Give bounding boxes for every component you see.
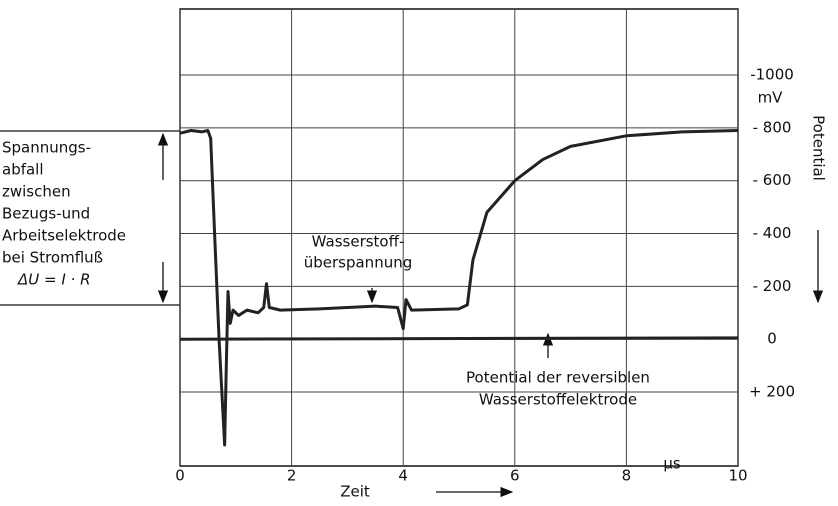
x-tick-label: 8 — [622, 467, 632, 485]
annotation: bei Stromfluß — [2, 249, 103, 267]
y-tick-label: + 200 — [749, 383, 795, 401]
plot-frame — [179, 8, 739, 467]
annotation: zwischen — [2, 183, 71, 201]
annotation: überspannung — [304, 254, 413, 272]
annotation: ΔU = I · R — [17, 271, 91, 289]
x-label: Zeit — [340, 483, 370, 501]
y-tick-label: - 800 — [753, 118, 792, 136]
trace — [179, 336, 739, 341]
trace — [179, 129, 739, 447]
x-tick-label: 2 — [287, 467, 297, 485]
annotation: Wasserstoff- — [312, 233, 405, 251]
y-unit: mV — [758, 89, 784, 107]
y-tick-label: - 400 — [753, 224, 792, 242]
annotation: Spannungs- — [2, 139, 91, 157]
x-tick-label: 4 — [398, 467, 408, 485]
y-tick-label: -1000 — [750, 66, 794, 84]
y-tick-label: 0 — [767, 330, 777, 348]
x-tick-label: 0 — [175, 467, 185, 485]
annotation: Potential der reversiblen — [466, 369, 650, 387]
annotation: abfall — [2, 161, 44, 179]
annotation-arrows — [0, 130, 824, 498]
annotation: Wasserstoffelektrode — [479, 391, 637, 409]
y-tick-label: - 600 — [753, 171, 792, 189]
y-label: Potential — [810, 115, 828, 181]
x-unit: µs — [663, 455, 681, 473]
x-tick-label: 6 — [510, 467, 520, 485]
x-tick-label: 10 — [728, 467, 747, 485]
annotation: Arbeitselektrode — [2, 227, 126, 245]
annotation: Bezugs-und — [2, 205, 90, 223]
y-tick-label: - 200 — [753, 277, 792, 295]
